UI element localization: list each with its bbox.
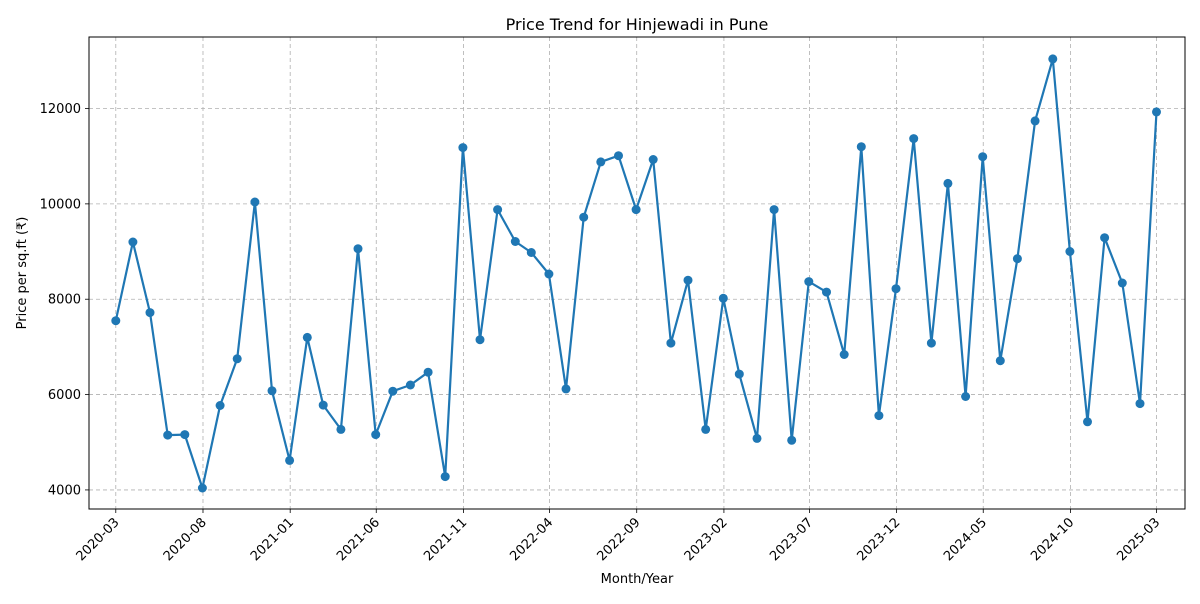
data-point — [423, 367, 433, 377]
data-point — [318, 400, 328, 410]
data-point — [111, 316, 121, 326]
data-point — [839, 350, 849, 359]
data-point — [128, 237, 138, 247]
grid-lines — [89, 37, 1185, 509]
data-point — [961, 392, 971, 401]
data-point — [943, 178, 953, 188]
data-point — [1083, 417, 1092, 427]
data-point — [458, 143, 468, 153]
data-point — [909, 134, 919, 144]
y-axis-ticks: 4000 6000 8000 10000 12000 — [40, 102, 89, 498]
data-point — [596, 157, 606, 167]
data-point — [648, 155, 658, 164]
data-point — [163, 430, 173, 440]
data-point — [215, 401, 225, 410]
data-point — [926, 338, 936, 348]
data-point — [614, 151, 623, 161]
data-point — [526, 248, 536, 257]
data-point — [388, 386, 398, 396]
data-point — [250, 197, 260, 207]
data-point — [718, 293, 728, 303]
data-point — [197, 483, 207, 493]
data-point — [405, 380, 415, 390]
data-point — [302, 332, 312, 342]
data-point — [336, 424, 346, 434]
data-point — [1030, 116, 1040, 126]
data-point — [145, 308, 155, 318]
data-point — [769, 205, 779, 215]
data-point — [804, 277, 814, 287]
y-tick-label: 8000 — [48, 293, 81, 308]
data-point — [1012, 254, 1022, 264]
data-point — [1117, 278, 1127, 288]
data-point — [371, 430, 381, 440]
data-point — [510, 237, 520, 246]
x-axis-label: Month/Year — [601, 572, 674, 587]
data-point — [180, 430, 190, 440]
data-point — [285, 455, 295, 465]
data-point — [701, 424, 711, 434]
chart-title: Price Trend for Hinjewadi in Pune — [506, 15, 769, 34]
data-point — [353, 244, 363, 254]
data-point — [683, 275, 693, 285]
data-point — [1048, 54, 1058, 64]
data-point — [631, 205, 641, 215]
data-point — [1135, 399, 1145, 409]
data-point — [267, 386, 277, 396]
data-point — [1065, 247, 1075, 256]
data-point — [978, 152, 988, 162]
data-point — [579, 212, 589, 222]
data-point — [440, 472, 450, 482]
y-tick-label: 10000 — [40, 197, 81, 212]
data-point — [1152, 107, 1161, 117]
series-layer — [111, 54, 1161, 493]
data-point — [493, 205, 503, 215]
data-point — [561, 384, 571, 394]
data-point — [856, 142, 866, 152]
data-point — [666, 338, 676, 348]
data-point — [891, 284, 901, 294]
data-point — [874, 411, 884, 421]
y-tick-label: 6000 — [48, 388, 81, 403]
data-point — [822, 287, 831, 297]
y-tick-label: 4000 — [48, 483, 81, 498]
y-axis-label: Price per sq.ft (₹) — [15, 217, 30, 330]
data-point — [995, 356, 1005, 366]
data-point — [1100, 233, 1110, 243]
data-point — [232, 354, 242, 364]
data-point — [787, 435, 797, 445]
data-point — [734, 369, 744, 379]
data-point — [475, 335, 485, 345]
data-point — [752, 433, 762, 443]
y-tick-label: 12000 — [40, 102, 81, 117]
data-point — [544, 269, 554, 279]
